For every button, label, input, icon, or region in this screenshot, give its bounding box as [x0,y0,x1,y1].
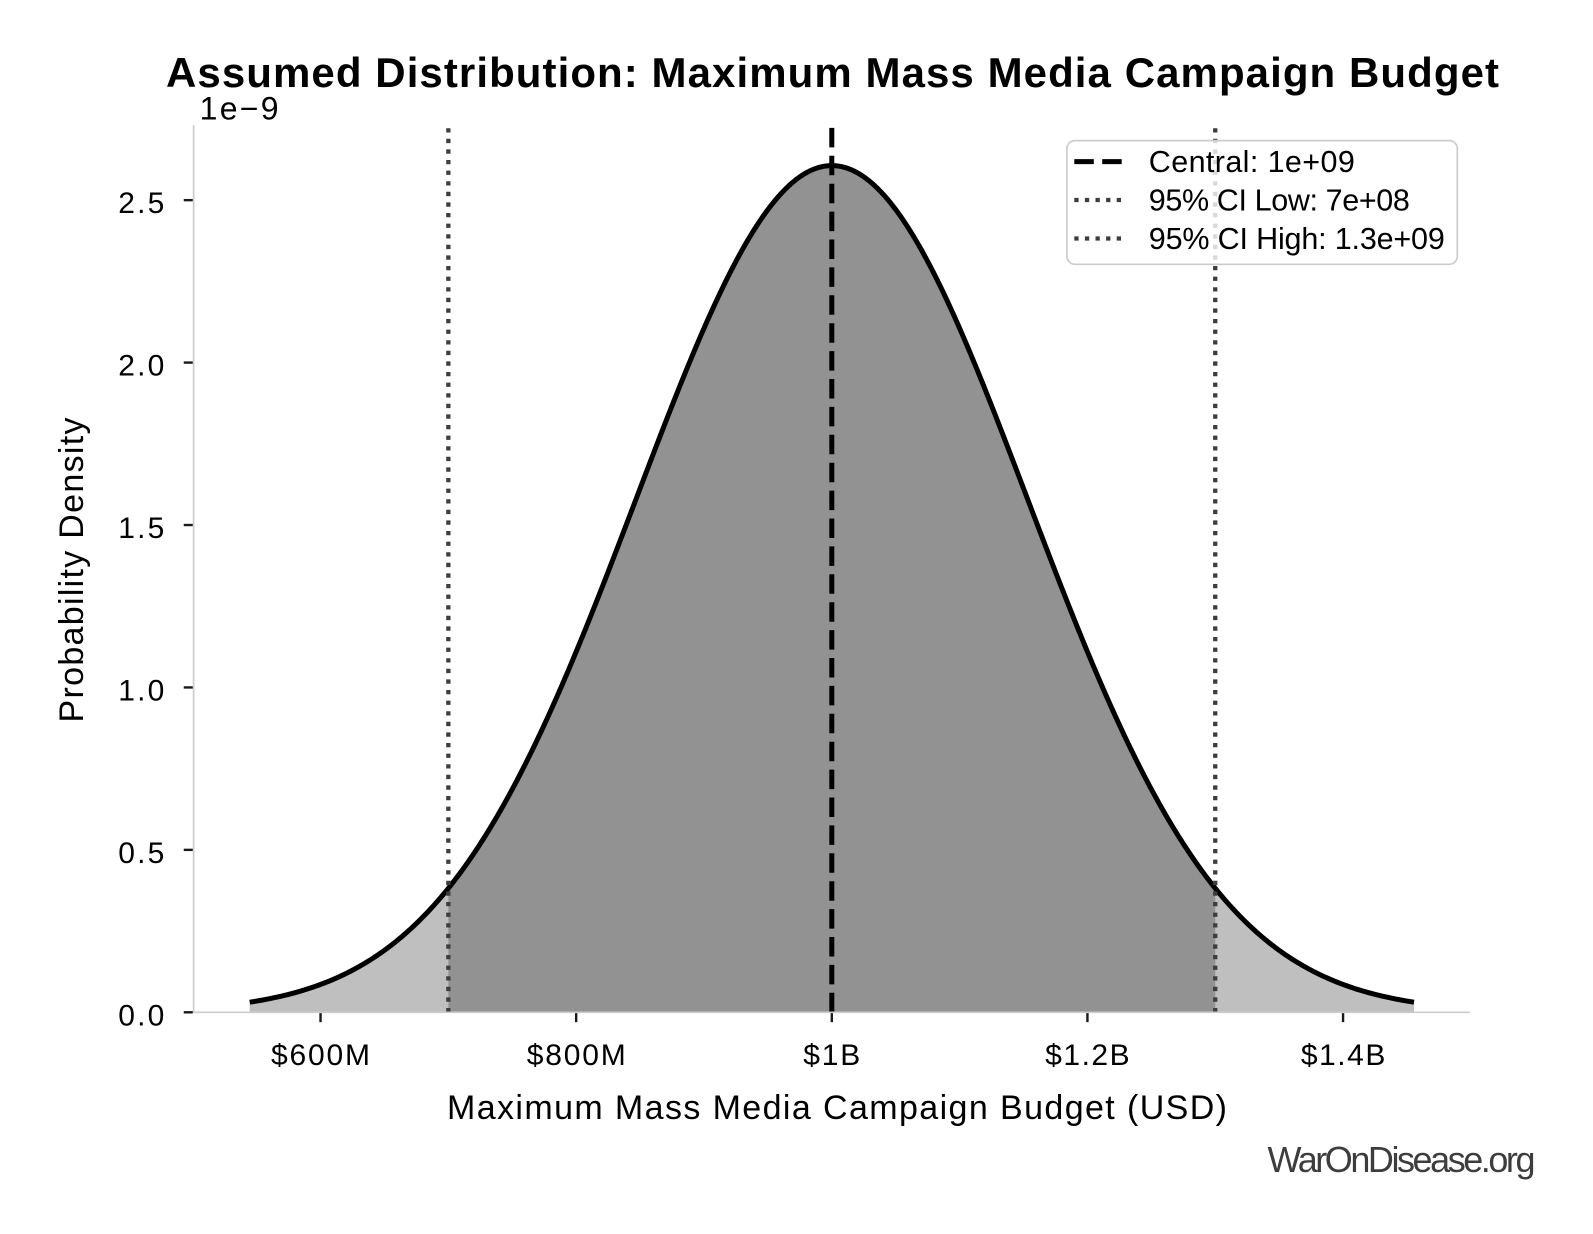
svg-text:0.5: 0.5 [118,837,164,870]
svg-text:0.0: 0.0 [118,999,164,1032]
svg-text:$600M: $600M [271,1039,370,1072]
svg-text:Maximum Mass Media Campaign Bu: Maximum Mass Media Campaign Budget (USD) [447,1089,1227,1127]
svg-text:1.0: 1.0 [118,674,164,707]
svg-text:Central: 1e+09: Central: 1e+09 [1149,145,1355,179]
svg-text:2.5: 2.5 [118,187,164,220]
svg-text:$1B: $1B [803,1039,860,1072]
svg-text:$1.4B: $1.4B [1301,1039,1386,1072]
svg-text:2.0: 2.0 [118,350,164,383]
svg-text:WarOnDisease.org: WarOnDisease.org [1268,1139,1536,1180]
svg-text:1.5: 1.5 [118,512,164,545]
svg-text:$1.2B: $1.2B [1045,1039,1130,1072]
svg-text:1e−9: 1e−9 [200,91,279,127]
svg-text:Assumed Distribution: Maximum: Assumed Distribution: Maximum Mass Media… [166,49,1499,96]
svg-text:95% CI Low: 7e+08: 95% CI Low: 7e+08 [1149,184,1410,218]
svg-text:Probability Density: Probability Density [53,418,91,723]
svg-text:95% CI High: 1.3e+09: 95% CI High: 1.3e+09 [1149,222,1445,256]
svg-text:$800M: $800M [527,1039,626,1072]
